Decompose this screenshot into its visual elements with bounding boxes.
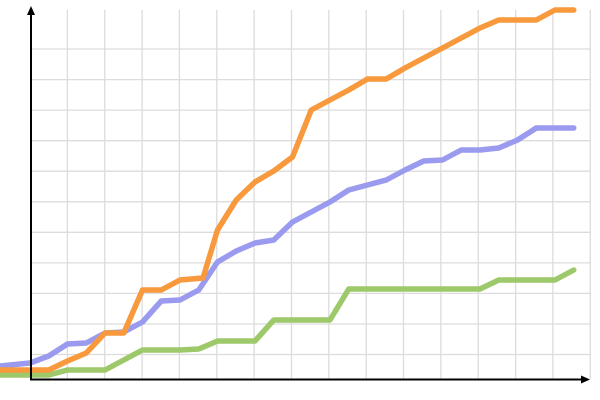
x-axis-arrow-icon (581, 375, 590, 384)
y-axis-arrow-icon (27, 6, 35, 15)
green-line (0, 267, 577, 378)
orange-line (0, 7, 577, 373)
